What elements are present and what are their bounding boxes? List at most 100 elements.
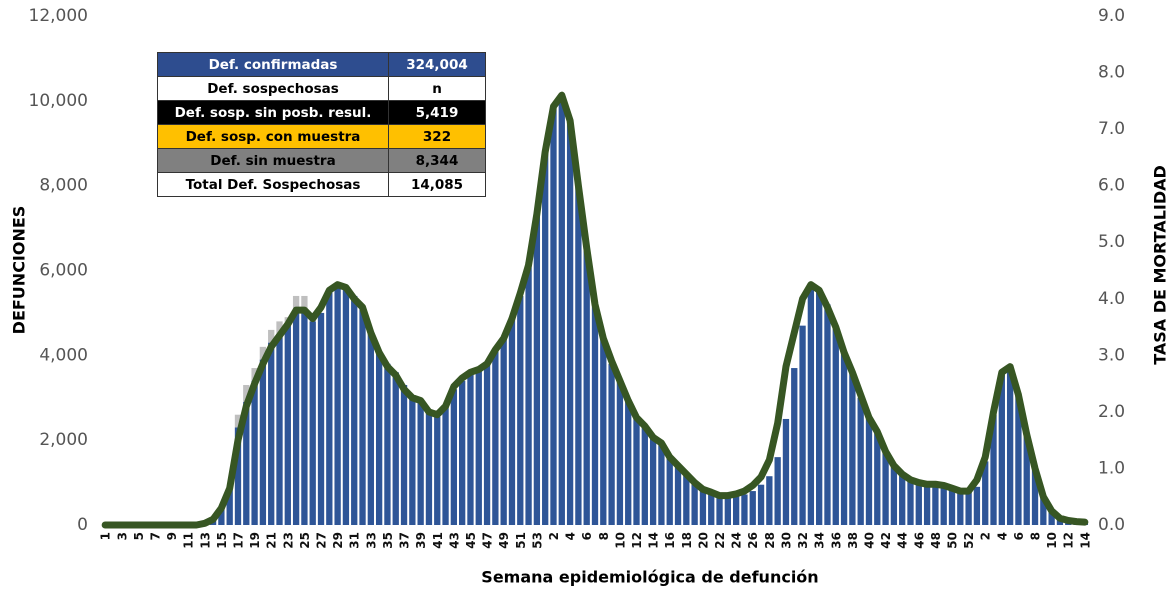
y-tick-label: 8,000 <box>39 176 88 196</box>
bar <box>326 291 333 525</box>
bar <box>940 484 947 525</box>
bar <box>899 474 906 525</box>
x-tick-label: 3 <box>115 532 129 540</box>
bar <box>483 363 491 525</box>
bar <box>1031 469 1039 525</box>
x-tick-label: 11 <box>182 532 196 549</box>
x-tick-label: 31 <box>348 532 362 549</box>
bar <box>500 338 507 525</box>
x-tick-label: 22 <box>713 532 727 549</box>
bar <box>392 372 399 525</box>
bar <box>417 401 424 525</box>
x-tick-label: 25 <box>298 532 312 549</box>
bar <box>467 374 474 525</box>
bar <box>716 495 723 525</box>
x-tick-label: 19 <box>248 532 262 549</box>
x-tick-label: 49 <box>497 532 511 549</box>
bar <box>724 496 731 525</box>
bar <box>243 401 250 525</box>
bar <box>251 368 258 381</box>
bar <box>1006 368 1014 525</box>
x-tick-label: 32 <box>796 532 810 549</box>
y2-axis-title: TASA DE MORTALIDAD <box>1151 165 1170 365</box>
bar <box>591 304 599 525</box>
x-tick-label: 14 <box>647 532 661 549</box>
bar <box>683 474 690 525</box>
x-tick-label: 24 <box>730 532 744 549</box>
y2-tick-label: 7.0 <box>1098 119 1125 139</box>
bar <box>1015 393 1022 525</box>
x-tick-label: 30 <box>779 532 793 549</box>
row-value: n <box>388 76 486 101</box>
table-row: Def. sosp. con muestra 322 <box>157 124 486 149</box>
bar <box>1048 510 1055 525</box>
x-tick-label: 45 <box>464 532 478 549</box>
bar <box>309 321 316 525</box>
bar <box>243 385 250 402</box>
bar <box>301 312 308 525</box>
bar <box>1023 435 1030 525</box>
bar <box>367 334 374 525</box>
bar <box>251 380 258 525</box>
bar <box>334 287 341 525</box>
x-tick-label: 12 <box>630 532 644 549</box>
bar <box>957 488 964 525</box>
bar <box>791 368 798 525</box>
y2-tick-label: 0.0 <box>1098 515 1125 535</box>
bar <box>973 486 981 525</box>
bar <box>409 397 416 525</box>
x-tick-label: 46 <box>912 532 926 549</box>
bar <box>259 346 267 360</box>
x-tick-label: 52 <box>962 532 976 549</box>
bar <box>766 476 773 525</box>
x-tick-label: 48 <box>929 532 943 549</box>
bar <box>840 351 848 525</box>
x-tick-label: 2 <box>979 532 993 540</box>
bar <box>998 372 1005 525</box>
bar <box>824 304 831 525</box>
bar <box>459 380 466 525</box>
y2-tick-label: 6.0 <box>1098 176 1125 196</box>
bar <box>276 334 283 525</box>
table-row: Def. sosp. sin posb. resul. 5,419 <box>157 100 486 125</box>
y-tick-label: 4,000 <box>39 345 88 365</box>
y2-tick-label: 3.0 <box>1098 345 1125 365</box>
x-tick-label: 18 <box>680 532 694 549</box>
bar <box>708 491 715 525</box>
row-label: Def. sin muestra <box>157 148 389 173</box>
bar <box>292 312 300 525</box>
bar <box>351 295 358 525</box>
x-tick-label: 35 <box>381 532 395 549</box>
y2-tick-label: 9.0 <box>1098 6 1125 26</box>
x-tick-label: 39 <box>414 532 428 549</box>
bar <box>749 491 756 525</box>
bar <box>450 389 458 525</box>
summary-table: Def. confirmadas 324,004 Def. sospechosas n… <box>157 52 486 197</box>
table-row: Def. sospechosas n <box>157 76 486 101</box>
x-tick-label: 10 <box>1045 532 1059 549</box>
x-tick-label: 40 <box>862 532 876 549</box>
bar <box>284 325 291 525</box>
row-value: 14,085 <box>388 172 486 197</box>
x-tick-label: 21 <box>265 532 279 549</box>
x-tick-label: 23 <box>281 532 295 549</box>
bar <box>508 317 516 525</box>
bar <box>575 185 582 525</box>
bar <box>982 461 989 525</box>
x-tick-label: 27 <box>315 532 329 549</box>
bar <box>658 444 665 525</box>
bar <box>434 416 441 525</box>
x-tick-label: 43 <box>447 532 461 549</box>
bar <box>890 465 898 525</box>
x-tick-label: 37 <box>398 532 412 549</box>
x-tick-label: 29 <box>331 532 345 549</box>
row-value: 322 <box>388 124 486 149</box>
y-axis-title: DEFUNCIONES <box>10 206 29 335</box>
x-tick-label: 38 <box>846 532 860 549</box>
x-tick-label: 53 <box>530 532 544 549</box>
bar <box>276 321 283 335</box>
bar <box>608 363 615 525</box>
bar <box>475 370 482 525</box>
x-tick-label: 13 <box>198 532 212 549</box>
